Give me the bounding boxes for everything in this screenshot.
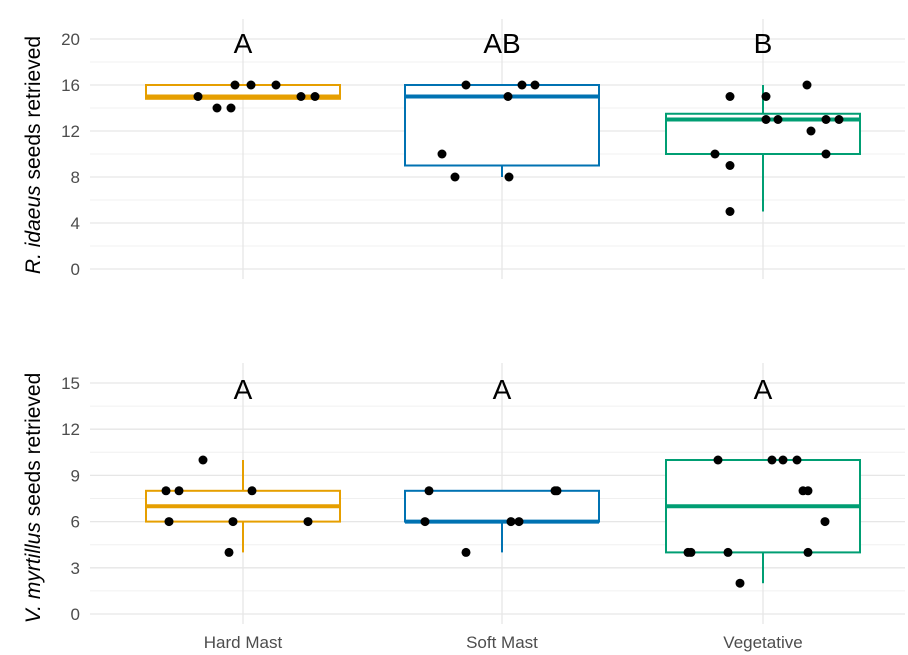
data-point [310,92,320,101]
data-point [506,517,516,527]
y-tick-label: 16 [61,76,80,95]
data-point [767,455,777,465]
data-point [514,517,524,527]
data-point [164,517,174,527]
data-point [424,486,434,496]
data-point [725,92,735,101]
data-point [420,517,430,527]
y-axis-label-rest: seeds retrieved [22,36,45,185]
x-category-label: Vegetative [723,633,802,652]
significance-letter: B [754,28,773,59]
data-point [552,486,562,496]
data-point [161,486,171,496]
significance-letter: A [234,28,253,59]
data-point [247,486,257,496]
data-point [226,103,236,113]
y-tick-label: 6 [71,513,80,532]
y-tick-label: 8 [71,168,80,187]
data-point [174,486,184,496]
panel-top: 0 4 8 12 16 20 R. idaeus seeds retrieved A AB B [22,19,905,279]
data-point [296,92,306,101]
data-point [821,149,831,159]
data-point [246,80,256,90]
data-point [735,578,745,588]
data-point [212,103,222,113]
data-point [803,547,813,557]
data-point [504,172,514,182]
data-point [806,126,816,136]
y-tick-label: 0 [71,260,80,279]
y-tick-label: 4 [71,214,80,233]
data-point [437,149,447,159]
data-point [461,547,471,557]
data-point [503,92,513,101]
data-point [723,547,733,557]
data-point [820,517,830,527]
x-category-label: Soft Mast [466,633,538,652]
y-axis-label-species: R. idaeus [22,185,45,274]
data-point [530,80,540,90]
significance-letter: A [493,374,512,405]
x-category-label: Hard Mast [204,633,283,652]
significance-letter: A [754,374,773,405]
significance-letter: AB [483,28,520,59]
y-tick-label: 12 [61,122,80,141]
y-axis-label: V. myrtillus seeds retrieved [22,373,45,624]
data-point [778,455,788,465]
y-tick-label: 20 [61,30,80,49]
y-tick-label: 12 [61,420,80,439]
data-point [303,517,313,527]
data-point [713,455,723,465]
data-point [193,92,203,101]
data-point [710,149,720,159]
data-point [761,92,771,101]
data-point [224,547,234,557]
data-point [803,486,813,496]
significance-letter: A [234,374,253,405]
data-point [450,172,460,182]
y-tick-label: 15 [61,374,80,393]
y-tick-label: 0 [71,605,80,624]
data-point [761,115,771,124]
data-point [821,115,831,124]
y-tick-label: 9 [71,466,80,485]
y-axis-label: R. idaeus seeds retrieved [22,36,45,274]
data-point [230,80,240,90]
data-point [271,80,281,90]
data-point [792,455,802,465]
box-body [404,489,600,523]
data-point [461,80,471,90]
panel-bottom: 0 3 6 9 12 15 V. myrtillus seeds retrieved A A A [22,363,905,624]
data-point [517,80,527,90]
y-axis-label-species: V. myrtillus [22,522,45,624]
data-point [802,80,812,90]
data-point [725,207,735,216]
data-point [228,517,238,527]
data-point [198,455,208,465]
x-axis: Hard Mast Soft Mast Vegetative [204,633,803,652]
data-point [834,115,844,124]
y-tick-label: 3 [71,559,80,578]
y-axis-label-rest: seeds retrieved [22,373,45,522]
data-point [773,115,783,124]
data-point [683,547,693,557]
data-point [725,161,735,170]
